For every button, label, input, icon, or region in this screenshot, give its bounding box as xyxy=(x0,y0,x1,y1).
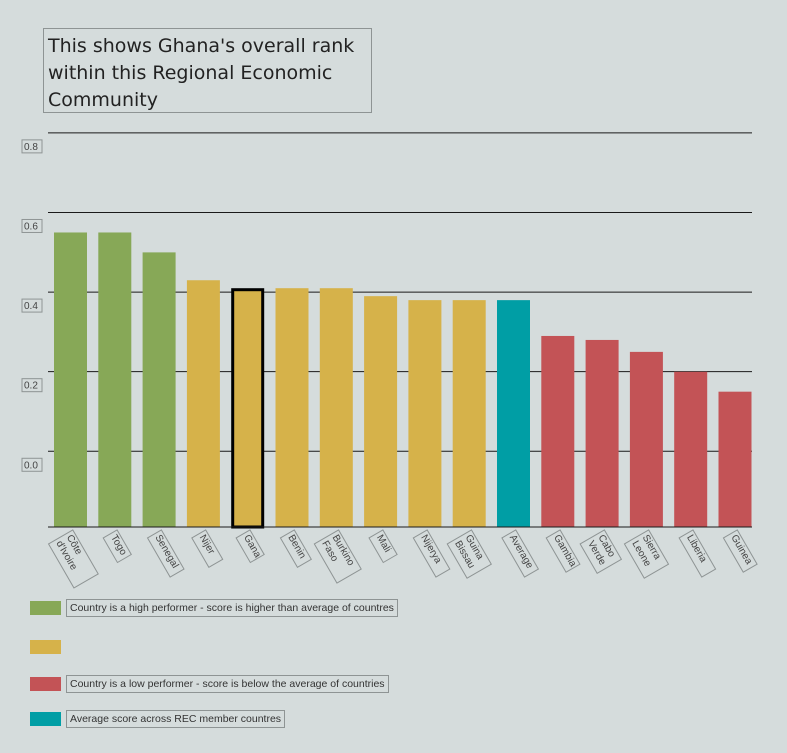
x-tick: GuinaBissau xyxy=(446,529,492,579)
x-tick-label: BurkinoFaso xyxy=(319,533,356,574)
x-tick: Gambia xyxy=(545,529,581,573)
x-tick: Liberia xyxy=(678,529,717,578)
x-tick-label: Gambia xyxy=(551,533,578,569)
legend-swatch-mid xyxy=(30,640,61,654)
y-tick: 0.8 xyxy=(21,139,43,154)
legend-label-low: Country is a low performer - score is be… xyxy=(66,675,389,693)
legend-label-high: Country is a high performer - score is h… xyxy=(66,599,398,617)
bar xyxy=(541,335,575,527)
x-tick: Nijerya xyxy=(412,529,451,578)
bar xyxy=(54,232,87,528)
bar xyxy=(186,280,220,527)
legend-label-average: Average score across REC member countres xyxy=(66,710,286,728)
y-tick: 0.6 xyxy=(21,218,43,233)
x-tick-label: Liberia xyxy=(684,533,709,565)
y-tick-label: 0.6 xyxy=(24,221,38,232)
bar xyxy=(585,339,619,527)
x-tick-label: Togo xyxy=(108,533,129,558)
y-tick: 0.4 xyxy=(21,298,43,313)
bar-chart: 0.0 0.2 0.4 0.6 0.8 Côted'Ivoire Togo Senegal N… xyxy=(21,132,758,589)
legend-swatch-high xyxy=(30,601,61,615)
x-tick: Mali xyxy=(368,529,398,564)
x-tick-label: Nijer xyxy=(197,533,217,557)
x-tick: Nijer xyxy=(191,529,224,569)
y-tick-label: 0.0 xyxy=(24,460,38,471)
legend-swatch-low xyxy=(30,677,61,691)
legend-swatch-average xyxy=(30,712,61,726)
bar xyxy=(142,252,176,527)
y-tick-label: 0.2 xyxy=(24,381,38,392)
x-tick-label: Côted'Ivoire xyxy=(54,533,90,573)
bar xyxy=(629,351,663,527)
x-tick: Benin xyxy=(279,529,312,569)
x-tick: Côted'Ivoire xyxy=(47,529,99,589)
x-tick-label: Nijerya xyxy=(418,533,443,566)
x-tick: Togo xyxy=(102,529,132,564)
x-tick: Guinea xyxy=(722,529,758,573)
x-axis-labels: Côted'Ivoire Togo Senegal Nijer Gana Benin Bur… xyxy=(47,529,758,589)
bar xyxy=(408,300,442,527)
x-tick: Gana xyxy=(235,529,265,564)
bar xyxy=(319,288,353,527)
bar xyxy=(231,288,265,529)
bar xyxy=(364,296,398,527)
x-tick: Senegal xyxy=(146,529,185,578)
bar xyxy=(275,288,309,527)
x-tick: BurkinoFaso xyxy=(313,529,362,584)
x-tick: Average xyxy=(501,529,540,578)
x-tick-label: Guinea xyxy=(728,533,754,567)
y-tick: 0.0 xyxy=(21,457,43,472)
bar xyxy=(497,300,530,527)
y-axis-ticks: 0.0 0.2 0.4 0.6 0.8 xyxy=(21,139,43,472)
chart-title: This shows Ghana's overall rank within t… xyxy=(43,28,372,113)
bar xyxy=(718,391,752,527)
bar xyxy=(674,371,708,527)
y-tick-label: 0.4 xyxy=(24,301,38,312)
x-tick: CaboVerde xyxy=(579,529,623,575)
bar xyxy=(452,300,486,527)
x-tick: SierraLeone xyxy=(623,529,670,579)
y-tick: 0.2 xyxy=(21,378,43,393)
y-tick-label: 0.8 xyxy=(24,142,38,153)
x-tick-label: GuinaBissau xyxy=(452,533,487,570)
bar xyxy=(98,232,132,528)
bars xyxy=(48,232,752,529)
